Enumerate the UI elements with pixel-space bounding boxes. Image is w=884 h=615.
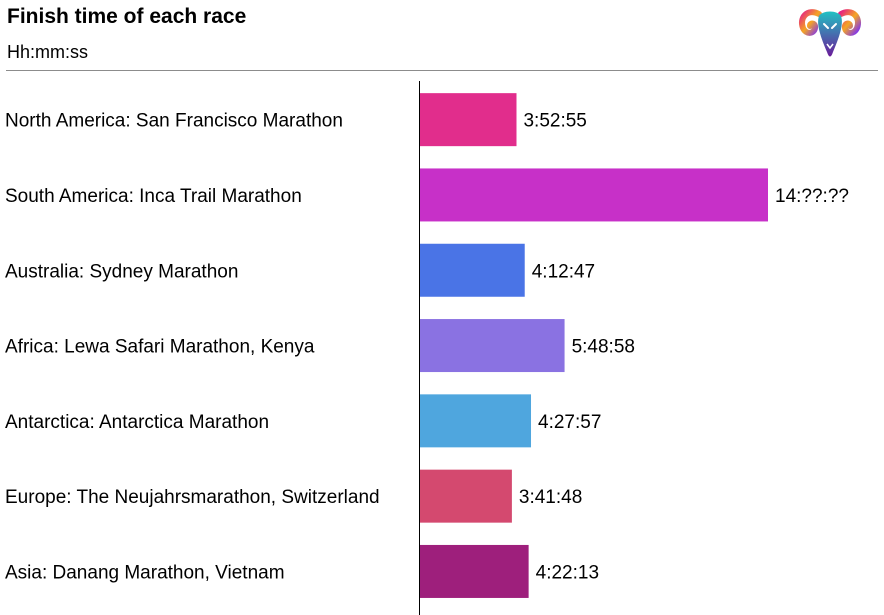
value-label: 4:27:57 (538, 412, 601, 433)
category-label: Africa: Lewa Safari Marathon, Kenya (5, 337, 315, 358)
bar (420, 319, 565, 373)
category-label: Europe: The Neujahrsmarathon, Switzerlan… (5, 487, 380, 508)
ram-head-icon (799, 9, 861, 57)
bar (420, 469, 512, 523)
category-label: North America: San Francisco Marathon (5, 111, 343, 132)
category-label: Asia: Danang Marathon, Vietnam (5, 562, 285, 583)
category-label: South America: Inca Trail Marathon (5, 186, 302, 207)
bar (420, 243, 525, 297)
value-label: 4:12:47 (532, 261, 595, 282)
chart-subtitle: Hh:mm:ss (7, 42, 88, 62)
bar (420, 168, 768, 222)
value-label: 3:41:48 (519, 487, 582, 508)
value-label: 5:48:58 (572, 337, 635, 358)
value-label: 3:52:55 (523, 111, 586, 132)
chart-title: Finish time of each race (7, 5, 247, 28)
category-label: Antarctica: Antarctica Marathon (5, 412, 269, 433)
bar (420, 93, 517, 147)
bar-chart: North America: San Francisco Marathon Sou… (5, 81, 849, 615)
bar (420, 544, 529, 598)
value-label: 4:22:13 (536, 562, 599, 583)
bar (420, 394, 532, 448)
value-label: 14:??:?? (775, 186, 849, 207)
header-rule (6, 70, 878, 71)
category-label: Australia: Sydney Marathon (5, 261, 238, 282)
